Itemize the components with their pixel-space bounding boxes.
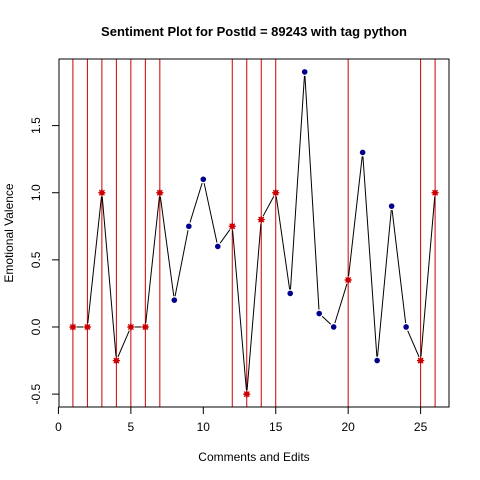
x-tick-label: 10 <box>197 420 211 434</box>
x-axis-label: Comments and Edits <box>198 450 309 464</box>
comment-point <box>200 176 207 183</box>
comment-point <box>171 297 178 303</box>
series-segment <box>362 156 378 357</box>
edit-point <box>243 390 251 398</box>
edit-point <box>69 323 77 331</box>
chart-title: Sentiment Plot for PostId = 89243 with t… <box>101 24 407 39</box>
comment-point <box>403 324 409 330</box>
comment-point <box>301 69 308 75</box>
y-tick-label: 1.5 <box>29 117 43 134</box>
y-tick-label: 1.0 <box>29 184 43 201</box>
edit-point <box>83 323 91 331</box>
series-segment <box>289 75 305 290</box>
edit-marker-lines <box>72 59 436 407</box>
y-tick-label: 0.5 <box>29 251 43 268</box>
series-segment <box>420 196 436 357</box>
data-points <box>69 69 439 398</box>
series-segment <box>174 230 189 297</box>
edit-point <box>127 323 135 331</box>
edit-point <box>156 189 164 197</box>
y-axis-label: Emotional Valence <box>2 183 16 282</box>
series-segment <box>117 330 130 358</box>
comment-point <box>359 149 366 156</box>
series-segment <box>101 196 117 357</box>
series-line <box>76 75 436 391</box>
series-segment <box>262 196 275 217</box>
comment-point <box>186 223 192 230</box>
edit-point <box>272 189 280 197</box>
edit-point <box>344 276 352 284</box>
x-tick-label: 25 <box>414 420 428 434</box>
edit-point <box>112 356 120 365</box>
series-segment <box>391 210 407 324</box>
comment-point <box>287 290 294 297</box>
comment-point <box>316 310 322 317</box>
y-tick-label: 0.0 <box>29 318 43 335</box>
series-segment <box>348 156 363 277</box>
series-segment <box>87 196 102 324</box>
x-tick-label: 20 <box>341 420 355 434</box>
series-segment <box>159 196 175 297</box>
x-axis: 0 5 10 15 20 25 <box>55 406 428 434</box>
series-segment <box>232 230 247 391</box>
edit-point <box>141 323 149 331</box>
comment-point <box>388 203 395 209</box>
comment-point <box>214 243 221 250</box>
edit-point <box>98 189 106 197</box>
edit-point <box>417 356 425 365</box>
series-segment <box>304 75 320 310</box>
series-segment <box>203 183 218 243</box>
edit-point <box>431 189 439 197</box>
series-segment <box>334 283 348 324</box>
series-segment <box>377 210 392 357</box>
y-tick-label: -0.5 <box>29 383 43 404</box>
series-segment <box>145 196 160 324</box>
comment-point <box>330 324 337 330</box>
y-axis: -0.5 0.0 0.5 1.0 1.5 <box>29 117 60 404</box>
x-tick-label: 15 <box>269 420 283 434</box>
series-segment <box>189 182 203 223</box>
series-segment <box>275 196 291 290</box>
series-segment <box>321 315 332 325</box>
series-segment <box>219 229 231 244</box>
series-segment <box>407 330 420 358</box>
edit-point <box>228 222 236 230</box>
x-tick-label: 0 <box>55 420 62 434</box>
comment-point <box>374 357 380 364</box>
edit-point <box>257 215 265 224</box>
x-tick-label: 5 <box>128 420 135 434</box>
series-segment <box>246 223 262 391</box>
